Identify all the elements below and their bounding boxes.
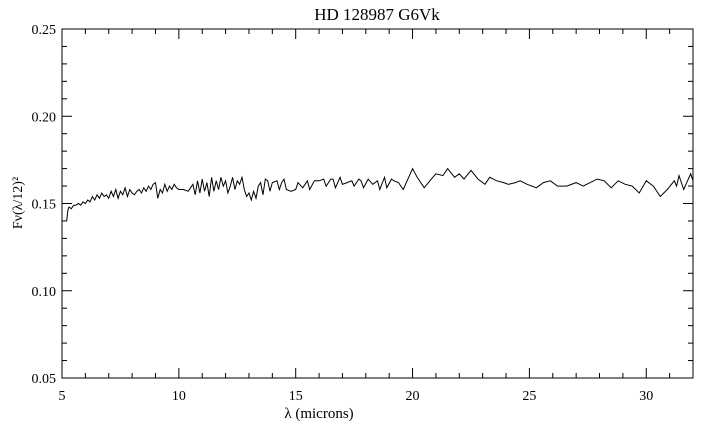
x-tick-label: 15 (289, 389, 303, 404)
y-axis-label: Fν(λ/12)² (11, 177, 26, 229)
plot-frame (61, 28, 694, 379)
x-tick-label: 5 (59, 389, 66, 404)
y-tick-label: 0.15 (32, 198, 57, 213)
x-tick-label: 20 (406, 389, 420, 404)
y-tick-label: 0.25 (32, 23, 57, 38)
x-tick-label: 25 (522, 389, 536, 404)
y-tick-label: 0.10 (32, 285, 57, 300)
spectrum-line (66, 167, 694, 221)
x-axis-label: λ (microns) (284, 406, 353, 422)
chart-title: HD 128987 G6Vk (314, 5, 440, 24)
y-tick-label: 0.20 (32, 110, 57, 125)
x-tick-label: 30 (639, 389, 653, 404)
y-tick-labels: 0.05 0.10 0.15 0.20 0.25 (32, 23, 57, 387)
x-tick-labels: 5 10 15 20 25 30 (59, 389, 654, 404)
axis-ticks (61, 28, 694, 379)
y-tick-label: 0.05 (32, 372, 57, 387)
x-tick-label: 10 (172, 389, 186, 404)
